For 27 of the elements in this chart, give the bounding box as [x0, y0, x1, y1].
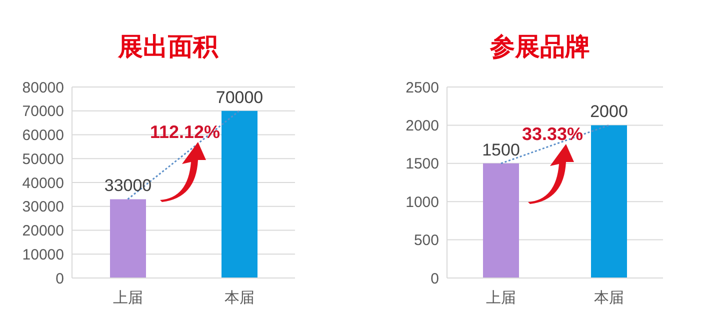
data-label: 2000	[590, 102, 628, 122]
annotation: 112.12%	[150, 122, 220, 143]
chart-title: 展出面积	[116, 32, 220, 63]
y-tick-label: 2500	[406, 79, 439, 96]
y-tick-label: 1000	[406, 194, 439, 211]
data-label: 33000	[104, 176, 152, 196]
y-tick-label: 10000	[22, 246, 64, 264]
y-tick-label: 60000	[22, 127, 64, 144]
x-tick-label: 上届	[112, 290, 143, 307]
y-tick-label: 0	[430, 270, 439, 288]
x-tick-label: 上届	[486, 290, 516, 307]
y-tick-label: 20000	[22, 222, 64, 240]
x-tick-label: 本届	[224, 290, 254, 307]
y-tick-label: 70000	[22, 103, 64, 120]
y-tick-label: 40000	[22, 174, 64, 192]
y-tick-label: 30000	[22, 198, 64, 216]
y-tick-label: 50000	[22, 150, 64, 168]
annotation: 33.33%	[522, 124, 584, 145]
x-tick-label: 本届	[594, 290, 624, 307]
y-tick-label: 1500	[406, 156, 439, 173]
y-tick-label: 500	[414, 232, 439, 250]
y-tick-label: 80000	[22, 79, 64, 96]
data-label: 1500	[482, 140, 520, 160]
y-tick-label: 2000	[406, 118, 439, 135]
y-tick-label: 0	[56, 270, 64, 288]
data-label: 70000	[216, 88, 264, 107]
chart-title: 参展品牌	[489, 32, 591, 63]
